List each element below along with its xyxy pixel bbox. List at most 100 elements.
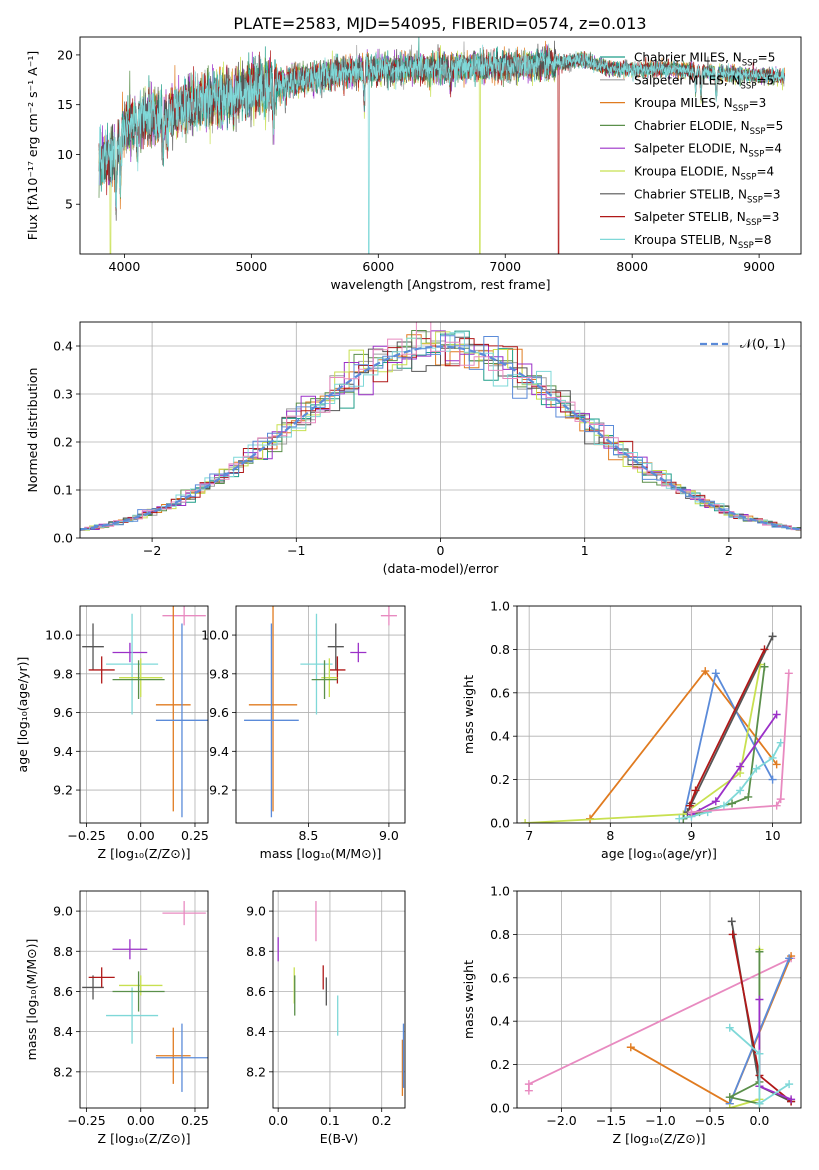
y-tick-label: 8.2	[246, 1064, 266, 1079]
x-axis-label: (data-model)/error	[383, 561, 500, 576]
x-tick-label: 9000	[743, 259, 775, 274]
axes-frame	[79, 36, 802, 255]
y-tick-label: 20	[57, 47, 73, 62]
legend-entry: Salpeter MILES, NSSP=5	[634, 73, 774, 91]
legend-subscript: SSP	[746, 218, 762, 228]
series-marker	[776, 738, 785, 747]
legend-entry: Salpeter ELODIE, NSSP=4	[634, 142, 782, 160]
x-axis-label: Z [log₁₀(Z/Z⊙)]	[98, 1131, 191, 1146]
legend-text: Kroupa ELODIE, N	[634, 165, 741, 179]
series-line-blue	[682, 670, 774, 819]
axes-frame	[516, 605, 802, 824]
y-tick-label: 0.0	[490, 816, 510, 831]
legend-entry: Kroupa STELIB, NSSP=8	[634, 233, 772, 251]
x-axis-label: E(B-V)	[320, 1131, 359, 1146]
chart-mass_vs_Z: −0.25 0.00 0.25 8.2 8.4 8.6 8.8 9.0 Z [log₁₀(Z/Z…	[24, 890, 209, 1146]
series-marker	[755, 1049, 764, 1058]
y-tick-label: 0.1	[53, 483, 73, 498]
y-tick-label: 0.2	[490, 772, 510, 787]
legend-subscript: SSP	[741, 81, 757, 91]
legend-text-tail: =4	[756, 165, 774, 179]
series-marker	[736, 762, 745, 771]
x-tick-label: 0.0	[749, 1113, 769, 1128]
figure-title: PLATE=2583, MJD=54095, FIBERID=0574, z=0…	[233, 14, 646, 33]
x-tick-label: 2	[725, 543, 733, 558]
series-marker	[768, 632, 777, 641]
legend-entry: Chabrier MILES, NSSP=5	[634, 51, 775, 69]
legend-text-tail: =5	[758, 51, 776, 65]
plot-area	[80, 891, 208, 1108]
legend-text: Chabrier ELODIE, N	[634, 119, 750, 133]
axes-frame	[79, 890, 209, 1109]
legend-entry: Salpeter STELIB, NSSP=3	[634, 210, 779, 228]
legend-text: Kroupa STELIB, N	[634, 233, 738, 247]
series-marker	[744, 792, 753, 801]
series-marker	[785, 1080, 794, 1089]
legend-text: Chabrier MILES, N	[634, 51, 742, 65]
legend-entry: Kroupa MILES, NSSP=3	[634, 96, 766, 114]
plot-area	[236, 606, 405, 823]
series-marker	[755, 1099, 764, 1108]
series-marker	[728, 930, 737, 939]
x-tick-label: −1	[287, 543, 305, 558]
y-tick-label: 0.0	[490, 1101, 510, 1116]
legend-text-tail: =3	[762, 210, 780, 224]
y-tick-label: 0.3	[53, 387, 73, 402]
series-marker	[711, 669, 720, 678]
y-tick-label: 9.0	[53, 904, 73, 919]
y-tick-label: 0.8	[490, 642, 510, 657]
legend-text: Salpeter STELIB, N	[634, 210, 746, 224]
series-line-kroupa_stelib	[679, 742, 782, 820]
y-axis-label: age [log₁₀(age/yr)]	[15, 657, 30, 773]
series-marker	[755, 947, 764, 956]
legend-entry: Kroupa ELODIE, NSSP=4	[634, 165, 774, 183]
series-marker	[785, 954, 794, 963]
x-tick-label: 7000	[489, 259, 521, 274]
y-axis-label: Flux [fλ10⁻¹⁷ erg cm⁻² s⁻¹ A⁻¹]	[25, 51, 40, 240]
x-tick-label: 0.00	[127, 1113, 155, 1128]
series-line-chabrier_elodie	[727, 951, 761, 1105]
y-tick-label: 0.0	[53, 531, 73, 546]
x-tick-label: −2	[143, 543, 161, 558]
y-tick-label: 8.8	[53, 944, 73, 959]
normal-curve	[80, 345, 801, 531]
series-marker	[524, 1080, 533, 1089]
series-marker	[701, 667, 710, 676]
y-tick-label: 10	[57, 147, 73, 162]
y-axis-label: mass weight	[461, 960, 476, 1039]
y-tick-label: 5	[65, 197, 73, 212]
series-marker	[626, 1043, 635, 1052]
y-tick-label: 0.4	[490, 1014, 510, 1029]
x-axis-label: Z [log₁₀(Z/Z⊙)]	[98, 846, 191, 861]
series-line-salpeter_elodie	[691, 713, 778, 816]
legend-text: Salpeter MILES, N	[634, 73, 741, 87]
series-marker	[776, 795, 785, 804]
plot-area	[98, 37, 785, 254]
series-marker	[760, 662, 769, 671]
series-marker	[755, 995, 764, 1004]
chart-weight_vs_Z: −2.0 −1.5 −1.0 −0.5 0.0 0.0 0.2 0.4 0.6 0.8 1.0 Z […	[461, 884, 802, 1146]
x-tick-label: 0.00	[127, 828, 155, 843]
legend-text-tail: =5	[756, 73, 774, 87]
series-marker	[727, 917, 736, 926]
legend-entry: Chabrier STELIB, NSSP=3	[634, 187, 781, 205]
x-tick-label: 0	[437, 543, 445, 558]
series-marker	[784, 669, 793, 678]
x-tick-label: 0.25	[181, 1113, 209, 1128]
plot-area	[517, 606, 801, 823]
y-tick-label: 0.4	[490, 729, 510, 744]
chart-age_vs_Z: −0.25 0.00 0.25 9.2 9.4 9.6 9.8 10.0 Z [log₁₀(Z/…	[15, 605, 209, 861]
legend-subscript: SSP	[741, 173, 757, 183]
series-marker	[768, 775, 777, 784]
x-tick-label: 0.25	[181, 828, 209, 843]
series-line-kroupa_elodie	[525, 664, 762, 823]
plot-area	[517, 891, 801, 1108]
x-tick-label: −0.5	[695, 1113, 725, 1128]
y-tick-label: 8.6	[246, 984, 266, 999]
x-tick-label: −1.0	[645, 1113, 675, 1128]
x-tick-label: 0.1	[320, 1113, 340, 1128]
x-tick-label: 7	[525, 828, 533, 843]
legend-subscript: SSP	[750, 127, 766, 137]
legend-text-tail: =8	[754, 233, 772, 247]
